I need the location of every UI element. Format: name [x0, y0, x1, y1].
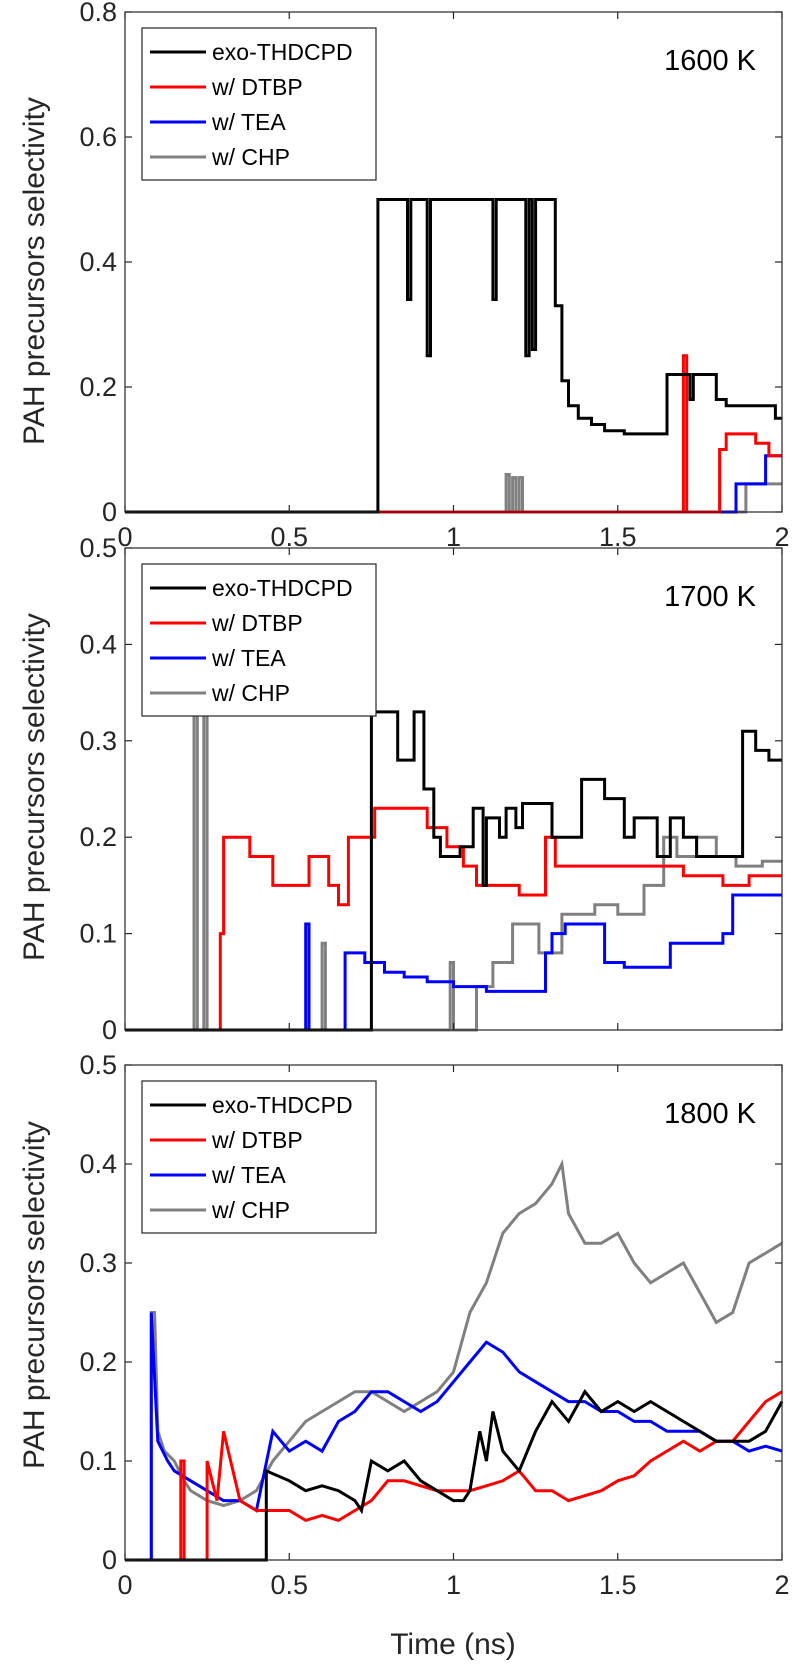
legend-label: exo-THDCPD	[212, 575, 353, 601]
x-axis-label: Time (ns)	[390, 1628, 516, 1661]
y-axis-label-top: PAH precursors selectivity	[18, 97, 51, 445]
x-tick-label: 0.5	[270, 1570, 308, 1600]
x-tick-label: 1	[446, 1570, 461, 1600]
y-tick-label: 0.6	[79, 122, 117, 152]
series-line-w-chp	[125, 1158, 783, 1562]
y-tick-label: 0.4	[79, 247, 117, 277]
y-tick-label: 0.3	[79, 726, 117, 756]
panel-2: 0 0.1 0.2 0.3 0.4 0.5 1700 K exo-THDCPD w/ DTBP w…	[79, 533, 783, 1045]
temperature-annotation: 1600 K	[664, 45, 757, 77]
y-tick-label: 0.2	[79, 822, 117, 852]
x-tick-label: 0	[117, 522, 132, 552]
legend-label: w/ TEA	[211, 109, 286, 135]
y-axis-label-middle: PAH precursors selectivity	[18, 613, 51, 961]
x-tick-label: 1	[446, 522, 461, 552]
y-tick-label: 0.4	[79, 629, 117, 659]
series-line-exo-thdcpd	[125, 710, 782, 1032]
y-tick-label: 0	[102, 1545, 117, 1575]
legend-label: w/ CHP	[211, 680, 290, 706]
legend: exo-THDCPD w/ DTBP w/ TEA w/ CHP	[141, 1080, 377, 1234]
legend-label: w/ DTBP	[211, 1127, 303, 1153]
series-line-exo-thdcpd	[125, 198, 782, 514]
x-tick-label: 1.5	[599, 522, 637, 552]
panel-3: 0 0.1 0.2 0.3 0.4 0.5 0 0.5 1 1.5 2 1800 K exo-THDCP…	[79, 1050, 789, 1600]
y-tick-label: 0.3	[79, 1248, 117, 1278]
y-tick-label: 0.5	[79, 1050, 117, 1080]
temperature-annotation: 1700 K	[664, 581, 757, 613]
legend-label: w/ CHP	[211, 144, 290, 170]
series-line-w-dtbp	[125, 354, 782, 514]
y-tick-label: 0.1	[79, 919, 117, 949]
series-line-w-dtbp	[125, 1390, 783, 1562]
legend-label: exo-THDCPD	[212, 1092, 353, 1118]
series-line-w-tea	[125, 893, 782, 1032]
legend: exo-THDCPD w/ DTBP w/ TEA w/ CHP	[141, 563, 377, 717]
y-tick-label: 0.2	[79, 372, 117, 402]
temperature-annotation: 1800 K	[664, 1098, 757, 1130]
y-tick-label: 0.8	[79, 0, 117, 27]
y-tick-label: 0.5	[79, 533, 117, 563]
y-tick-label: 0	[102, 497, 117, 527]
series-group	[125, 1158, 784, 1562]
legend-label: w/ DTBP	[211, 74, 303, 100]
y-tick-label: 0.4	[79, 1149, 117, 1179]
y-tick-label: 0.1	[79, 1446, 117, 1476]
x-tick-label: 0.5	[270, 522, 308, 552]
y-tick-label: 0	[102, 1015, 117, 1045]
x-tick-label: 2	[774, 1570, 789, 1600]
y-axis-label-bottom: PAH precursors selectivity	[18, 1121, 51, 1469]
x-tick-label: 1.5	[599, 1570, 637, 1600]
x-tick-label: 2	[774, 522, 789, 552]
legend-label: w/ TEA	[211, 1162, 286, 1188]
y-tick-label: 0.2	[79, 1347, 117, 1377]
series-line-w-dtbp	[125, 806, 782, 1032]
legend: exo-THDCPD w/ DTBP w/ TEA w/ CHP	[141, 27, 377, 181]
series-group	[125, 710, 782, 1032]
legend-label: w/ TEA	[211, 645, 286, 671]
legend-label: exo-THDCPD	[212, 39, 353, 65]
legend-label: w/ CHP	[211, 1197, 290, 1223]
series-line-exo-thdcpd	[125, 1389, 784, 1562]
legend-label: w/ DTBP	[211, 610, 303, 636]
panel-1: 0 0.2 0.4 0.6 0.8 0 0.5 1 1.5 2 1600 K exo-THDCPD w/…	[79, 0, 789, 552]
x-tick-label: 0	[117, 1570, 132, 1600]
